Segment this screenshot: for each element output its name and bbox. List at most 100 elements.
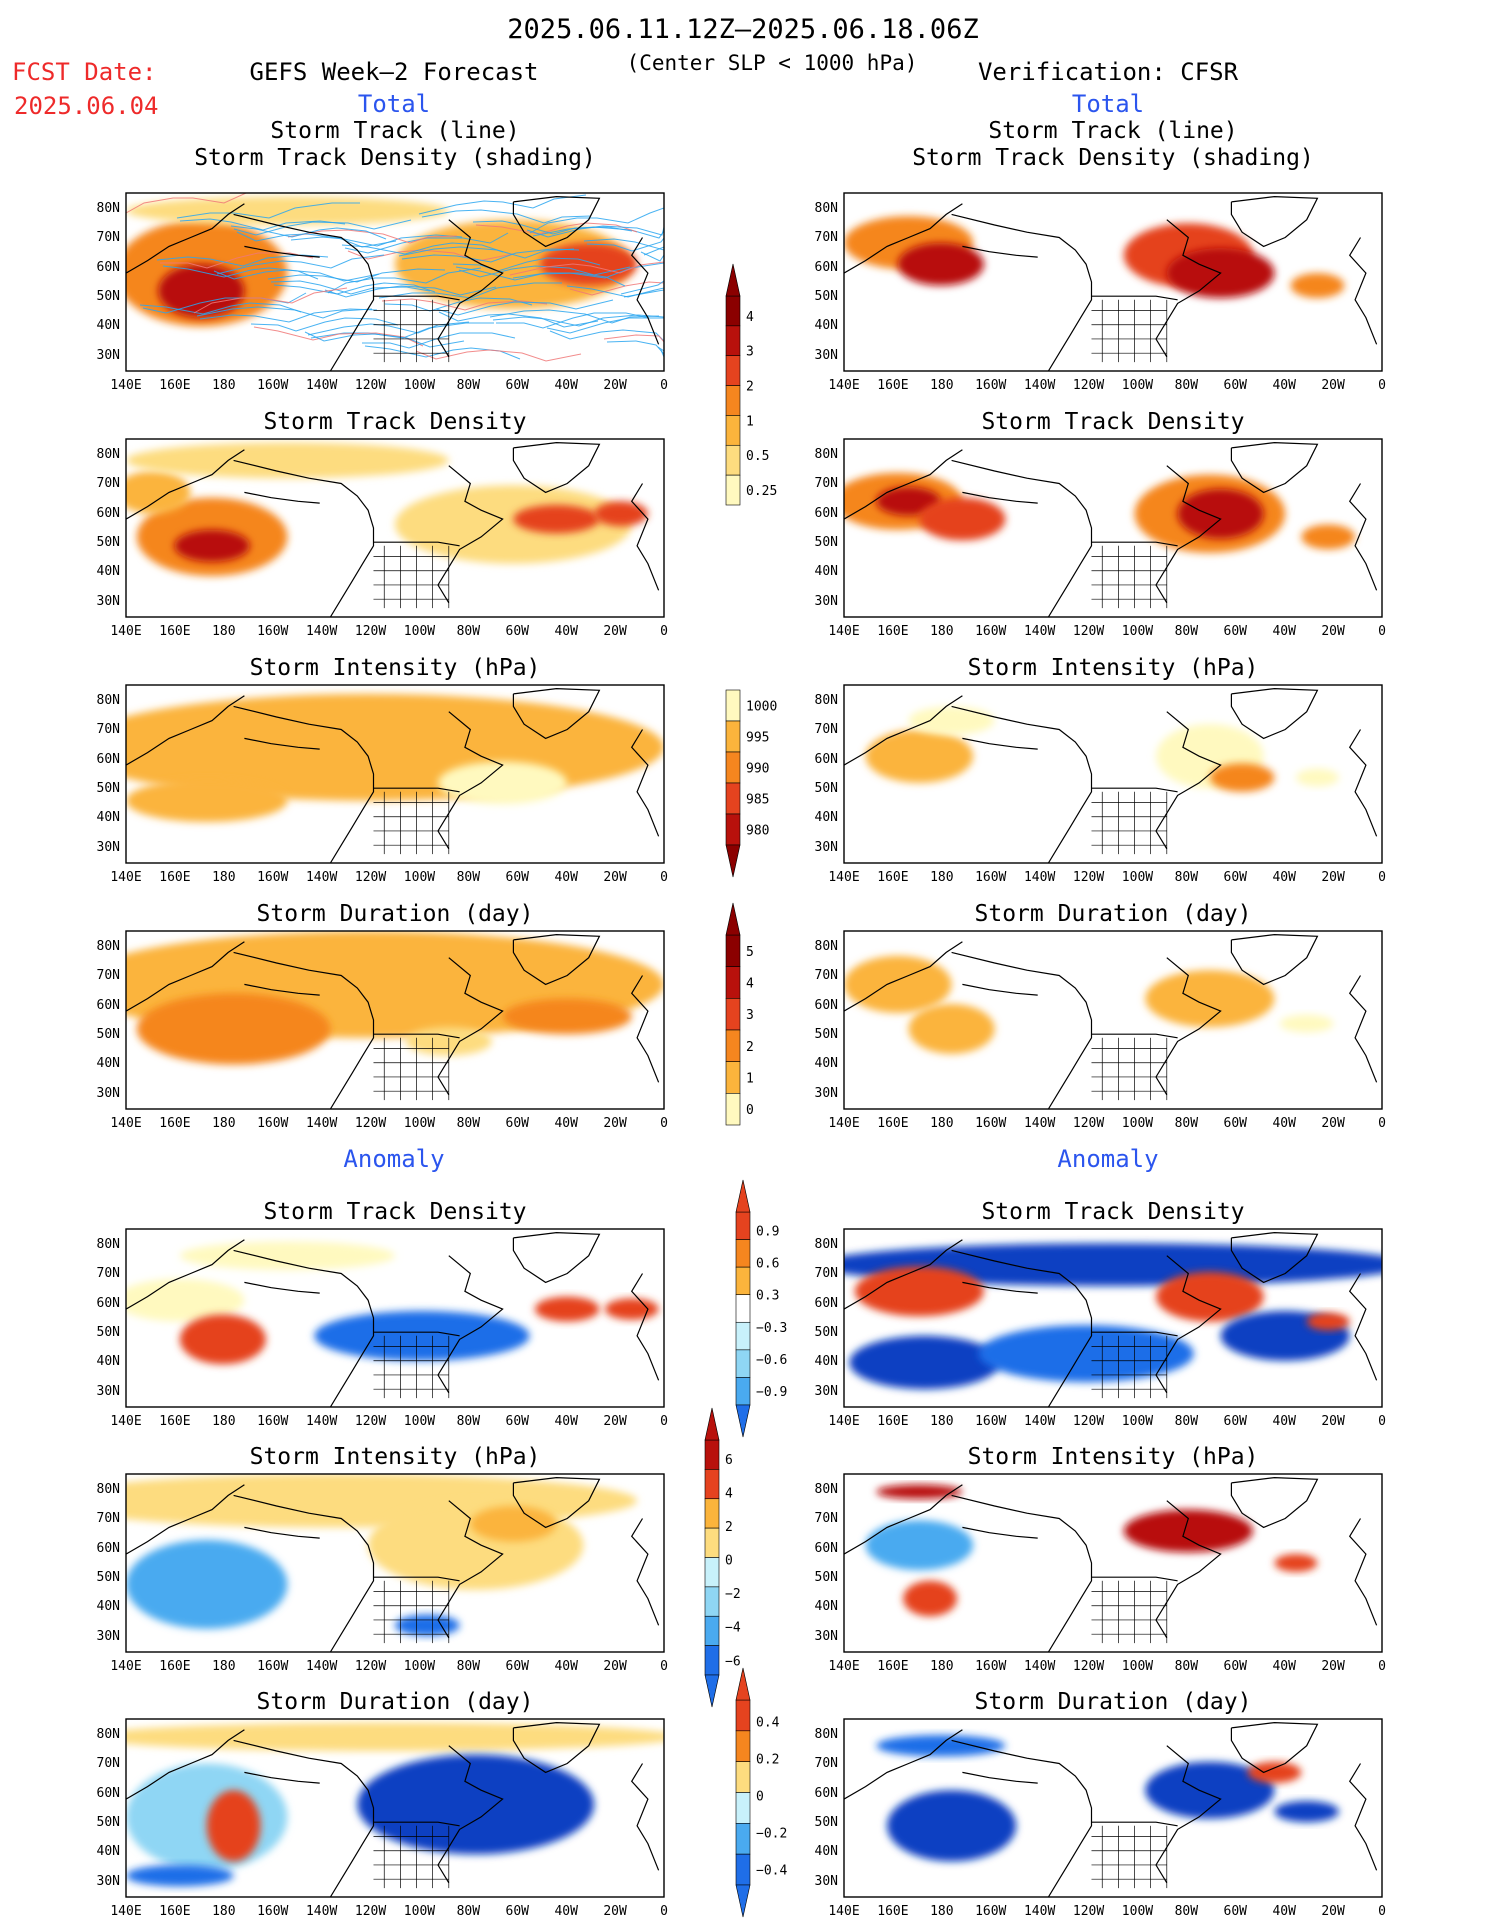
map-panel-l0: Storm Track (line)Storm Track Density (s… <box>97 118 668 393</box>
lon-tick-label: 100W <box>1122 624 1153 639</box>
panel-title: Storm Track Density <box>263 409 526 435</box>
lon-tick-label: 20W <box>1321 1659 1345 1674</box>
lat-tick-label: 80N <box>815 201 838 216</box>
lon-tick-label: 120W <box>1073 870 1104 885</box>
colorbar-tick-label: 0.25 <box>746 484 777 499</box>
panel-title: Storm Duration (day) <box>257 1689 534 1715</box>
lon-tick-label: 20W <box>1321 378 1345 393</box>
lat-tick-label: 40N <box>97 318 120 333</box>
lat-tick-label: 50N <box>97 781 120 796</box>
lat-tick-label: 70N <box>97 230 120 245</box>
lon-tick-label: 160E <box>159 870 190 885</box>
lon-tick-label: 160E <box>159 1414 190 1429</box>
colorbar-tick-label: 4 <box>746 977 754 992</box>
map-panel-r4: Storm Track Density 80N 70N 60N 50N 40N 30N 140… <box>815 1199 1386 1429</box>
lat-tick-label: 50N <box>815 781 838 796</box>
lon-tick-label: 60W <box>1224 378 1248 393</box>
lon-tick-label: 140E <box>110 1904 141 1919</box>
lon-tick-label: 20W <box>1321 1116 1345 1131</box>
lon-tick-label: 60W <box>1224 1414 1248 1429</box>
lat-tick-label: 60N <box>97 506 120 521</box>
lon-tick-label: 100W <box>404 378 435 393</box>
lon-tick-label: 140W <box>306 1414 337 1429</box>
colorbar-duration-anomaly: 0.4 0.2 0 −0.2 −0.4 <box>735 1667 787 1918</box>
lon-tick-label: 80W <box>1175 378 1199 393</box>
colorbar-tick-label: 0 <box>756 1790 764 1805</box>
lon-tick-label: 120W <box>1073 1659 1104 1674</box>
lon-tick-label: 160E <box>877 624 908 639</box>
colorbar-tick-label: 1 <box>746 414 754 429</box>
colorbar-tick-label: 0.5 <box>746 449 769 464</box>
lon-tick-label: 60W <box>506 1414 530 1429</box>
lon-tick-label: 140E <box>110 378 141 393</box>
map-panel-r5: Storm Intensity (hPa) 80N 70N 60N 50N 40N 30N 1… <box>815 1444 1386 1674</box>
lon-tick-label: 0 <box>660 378 668 393</box>
colorbar-density-total: 4 3 2 1 0.5 0.25 <box>725 263 777 506</box>
colorbar-tick-label: −2 <box>725 1587 741 1602</box>
lon-tick-label: 160W <box>975 1904 1006 1919</box>
lon-tick-label: 180 <box>930 1116 953 1131</box>
lon-tick-label: 60W <box>506 624 530 639</box>
lat-tick-label: 80N <box>97 447 120 462</box>
lon-tick-label: 120W <box>355 1659 386 1674</box>
lon-tick-label: 60W <box>1224 624 1248 639</box>
lat-tick-label: 60N <box>815 998 838 1013</box>
lon-tick-label: 40W <box>554 1904 578 1919</box>
lon-tick-label: 80W <box>1175 1414 1199 1429</box>
panel-title-line1: Storm Track (line) <box>270 118 519 144</box>
date-range: 2025.06.11.12Z–2025.06.18.06Z <box>507 14 978 45</box>
lon-tick-label: 180 <box>212 870 235 885</box>
lon-tick-label: 40W <box>1272 624 1296 639</box>
lon-tick-label: 80W <box>1175 1904 1199 1919</box>
lon-tick-label: 80W <box>457 1904 481 1919</box>
lon-tick-label: 160E <box>159 624 190 639</box>
lon-tick-label: 120W <box>1073 1414 1104 1429</box>
panel-title: Storm Intensity (hPa) <box>968 655 1259 681</box>
panel-title: Storm Track Density <box>981 409 1244 435</box>
lon-tick-label: 180 <box>212 624 235 639</box>
map-panel-r1: Storm Track Density 80N 70N 60N 50N 40N 30N 140… <box>815 409 1386 639</box>
lat-tick-label: 30N <box>97 1384 120 1399</box>
total-label-right: Total <box>1072 90 1144 118</box>
lon-tick-label: 160E <box>877 1659 908 1674</box>
map-panel-l6: Storm Duration (day) 80N 70N 60N 50N 40N 30N 14… <box>97 1689 668 1919</box>
lon-tick-label: 120W <box>1073 378 1104 393</box>
colorbar-tick-label: 3 <box>746 1008 754 1023</box>
colorbar-tick-label: −0.4 <box>756 1864 787 1879</box>
lat-tick-label: 30N <box>815 1629 838 1644</box>
lon-tick-label: 0 <box>1378 624 1386 639</box>
lon-tick-label: 40W <box>554 378 578 393</box>
lat-tick-label: 70N <box>97 1511 120 1526</box>
lat-tick-label: 40N <box>815 810 838 825</box>
lon-tick-label: 100W <box>404 1414 435 1429</box>
lon-tick-label: 100W <box>404 1659 435 1674</box>
lon-tick-label: 0 <box>1378 1904 1386 1919</box>
lon-tick-label: 140W <box>1024 624 1055 639</box>
panel-title-line2: Storm Track Density (shading) <box>912 145 1314 171</box>
lon-tick-label: 40W <box>1272 1116 1296 1131</box>
lon-tick-label: 160E <box>159 378 190 393</box>
lon-tick-label: 140W <box>1024 1659 1055 1674</box>
colorbar-tick-label: 990 <box>746 762 769 777</box>
lon-tick-label: 160E <box>877 1414 908 1429</box>
fcst-date: 2025.06.04 <box>14 92 159 120</box>
total-label-left: Total <box>358 90 430 118</box>
lat-tick-label: 50N <box>97 1027 120 1042</box>
lon-tick-label: 0 <box>660 1116 668 1131</box>
lon-tick-label: 160E <box>877 1116 908 1131</box>
map-panel-r6: Storm Duration (day) 80N 70N 60N 50N 40N 30N 14… <box>815 1689 1386 1919</box>
lon-tick-label: 100W <box>1122 1904 1153 1919</box>
lon-tick-label: 60W <box>506 1116 530 1131</box>
lon-tick-label: 20W <box>603 1659 627 1674</box>
lat-tick-label: 70N <box>815 968 838 983</box>
lon-tick-label: 160E <box>159 1659 190 1674</box>
lon-tick-label: 100W <box>1122 870 1153 885</box>
lat-tick-label: 40N <box>815 564 838 579</box>
lon-tick-label: 160W <box>257 1659 288 1674</box>
lat-tick-label: 70N <box>97 722 120 737</box>
map-panel-l2: Storm Intensity (hPa) 80N 70N 60N 50N 40N 30N 1… <box>97 655 668 885</box>
lon-tick-label: 120W <box>355 378 386 393</box>
lat-tick-label: 70N <box>815 230 838 245</box>
lon-tick-label: 160E <box>877 1904 908 1919</box>
lon-tick-label: 40W <box>554 1414 578 1429</box>
